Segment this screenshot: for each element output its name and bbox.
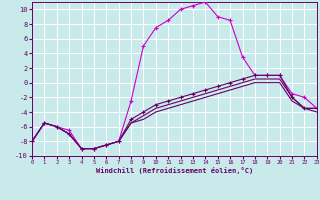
X-axis label: Windchill (Refroidissement éolien,°C): Windchill (Refroidissement éolien,°C) [96, 167, 253, 174]
